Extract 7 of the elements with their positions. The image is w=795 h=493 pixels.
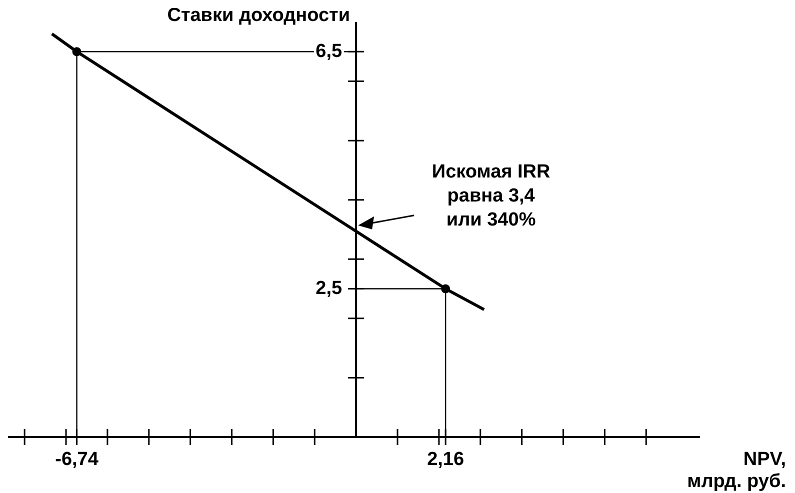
x-axis-title: NPV, млрд. руб. <box>687 449 786 492</box>
y-axis-title: Ставки доходности <box>167 5 350 26</box>
annotation: Искомая IRR равна 3,4 или 340% <box>432 161 550 230</box>
x-tick-label: 2,16 <box>427 449 464 470</box>
y-tick-label: 2,5 <box>314 276 344 301</box>
y-tick-label: 6,5 <box>314 40 344 64</box>
x-tick-label: -6,74 <box>55 449 99 470</box>
